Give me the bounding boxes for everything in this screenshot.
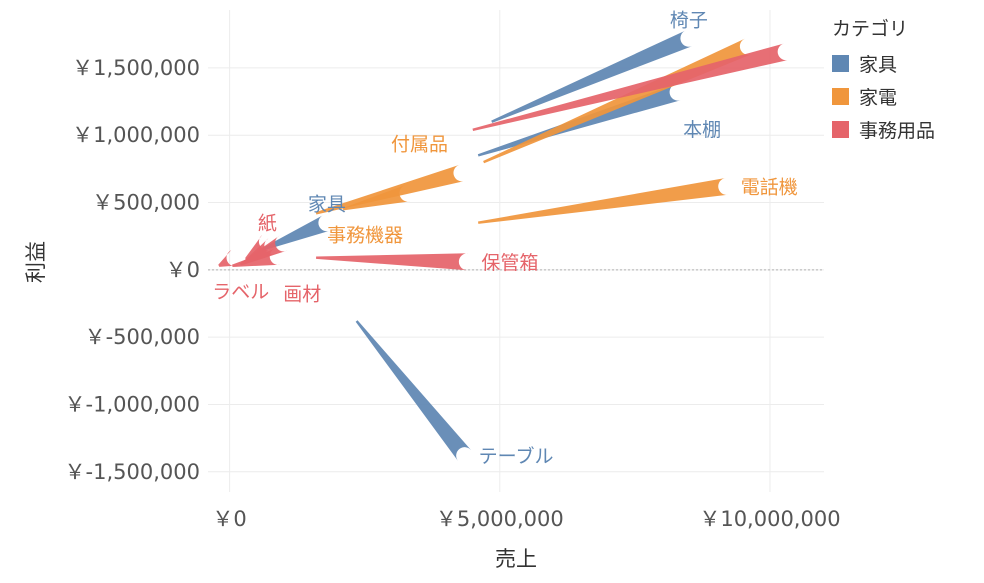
- x-tick-label-1: ￥5,000,000: [436, 507, 564, 531]
- mark-1-1[interactable]: [478, 177, 728, 224]
- legend-label-office-supplies: 事務用品: [859, 120, 936, 142]
- y-tick-label-4: ￥-500,000: [85, 325, 200, 349]
- legend-label-furniture: 家具: [859, 54, 898, 76]
- legend-label-appliances: 家電: [859, 87, 898, 109]
- mark-1-3[interactable]: [342, 184, 410, 211]
- legend-swatch-appliances: [832, 88, 849, 105]
- mark-2-6[interactable]: [242, 238, 278, 265]
- mark-label-1-2: 付属品: [391, 133, 448, 155]
- mark-0-2[interactable]: [355, 320, 472, 461]
- legend-swatch-office-supplies: [832, 121, 849, 138]
- mark-1-2[interactable]: [315, 164, 465, 215]
- mark-label-2-4: 画材: [283, 283, 321, 305]
- y-tick-label-6: ￥-1,500,000: [65, 460, 200, 484]
- x-tick-label-2: ￥10,000,000: [699, 507, 840, 531]
- mark-label-0-3: 家具: [308, 194, 346, 216]
- legend-item-furniture[interactable]: 家具: [832, 47, 935, 80]
- x-tick-label-0: ￥0: [212, 507, 246, 531]
- y-tick-label-2: ￥500,000: [92, 191, 200, 215]
- marks-layer: [218, 30, 789, 461]
- mark-label-2-1: 保管箱: [481, 252, 538, 274]
- mark-2-1[interactable]: [316, 253, 468, 271]
- y-axis-title: 利益: [24, 241, 48, 283]
- mark-label-1-3: 事務機器: [327, 224, 403, 246]
- mark-2-0[interactable]: [472, 43, 789, 131]
- ticks-layer: ￥1,500,000 ￥1,000,000 ￥500,000 ￥0 ￥-500,000 ￥…: [65, 56, 841, 531]
- y-tick-label-1: ￥1,000,000: [72, 123, 200, 147]
- mark-label-2-3: ラベル: [212, 281, 269, 303]
- grid-layer: [208, 10, 824, 492]
- legend-swatch-furniture: [832, 55, 849, 72]
- legend-item-appliances[interactable]: 家電: [832, 80, 935, 113]
- y-tick-label-5: ￥-1,000,000: [65, 392, 200, 416]
- mark-0-3[interactable]: [261, 214, 331, 251]
- legend-item-office-supplies[interactable]: 事務用品: [832, 113, 935, 146]
- mark-2-3[interactable]: [218, 250, 239, 267]
- x-axis-title: 売上: [495, 547, 537, 571]
- mark-1-0[interactable]: [483, 38, 752, 164]
- mark-label-2-2: 紙: [258, 213, 277, 235]
- legend-title: カテゴリ: [832, 18, 909, 40]
- y-tick-label-0: ￥1,500,000: [72, 56, 200, 80]
- mark-label-1-1: 電話機: [741, 176, 798, 198]
- y-tick-label-3: ￥0: [166, 258, 200, 282]
- mark-label-0-1: 本棚: [683, 119, 721, 141]
- mark-label-0-2: テーブル: [479, 445, 554, 468]
- legend: カテゴリ 家具 家電 事務用品: [832, 14, 935, 146]
- mark-0-0[interactable]: [491, 30, 693, 123]
- mark-label-0-0: 椅子: [670, 9, 708, 31]
